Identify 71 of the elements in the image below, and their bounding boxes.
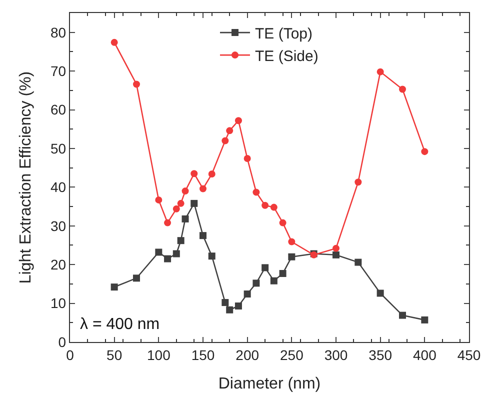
legend-label: TE (Side) bbox=[255, 48, 318, 65]
y-tick-label: 0 bbox=[58, 334, 66, 350]
point bbox=[354, 178, 362, 186]
point bbox=[177, 200, 184, 207]
y-tick-label: 70 bbox=[50, 62, 66, 79]
point bbox=[133, 80, 140, 88]
point bbox=[421, 316, 428, 324]
point bbox=[354, 258, 362, 266]
point bbox=[155, 196, 162, 204]
x-tick-label: 150 bbox=[191, 346, 215, 363]
point bbox=[190, 200, 198, 207]
point bbox=[234, 117, 242, 124]
point bbox=[288, 253, 296, 260]
point bbox=[376, 290, 384, 297]
x-tick-label: 200 bbox=[236, 346, 260, 363]
point bbox=[262, 202, 269, 209]
point bbox=[252, 188, 260, 196]
point bbox=[190, 170, 198, 178]
point bbox=[222, 299, 229, 306]
point bbox=[234, 302, 242, 310]
point bbox=[222, 137, 229, 144]
point bbox=[200, 185, 206, 192]
point bbox=[244, 290, 251, 298]
point bbox=[182, 215, 189, 222]
point bbox=[172, 205, 180, 212]
point bbox=[399, 312, 406, 319]
point bbox=[270, 204, 278, 211]
point bbox=[252, 280, 260, 287]
point bbox=[155, 248, 162, 256]
x-tick-label: 400 bbox=[412, 346, 437, 363]
point bbox=[421, 148, 428, 156]
y-tick-label: 50 bbox=[50, 140, 66, 156]
x-tick-label: 350 bbox=[368, 346, 392, 363]
point bbox=[270, 277, 278, 284]
x-axis-title: Diameter (nm) bbox=[218, 376, 321, 393]
x-tick-label: 100 bbox=[146, 346, 171, 363]
point bbox=[208, 252, 216, 260]
y-tick-label: 20 bbox=[50, 256, 66, 272]
y-tick-label: 40 bbox=[50, 179, 66, 196]
point bbox=[172, 250, 180, 258]
legend-label: TE (Top) bbox=[255, 25, 313, 42]
point bbox=[262, 264, 269, 272]
point bbox=[164, 219, 172, 226]
point bbox=[182, 188, 189, 195]
y-tick-label: 60 bbox=[50, 102, 66, 118]
annotation: λ = 400 nm bbox=[80, 316, 160, 333]
point bbox=[177, 237, 184, 244]
point bbox=[110, 284, 118, 291]
point bbox=[332, 251, 340, 258]
point bbox=[200, 232, 206, 240]
x-tick-label: 450 bbox=[457, 346, 481, 363]
point bbox=[208, 170, 216, 178]
y-tick-label: 80 bbox=[50, 24, 66, 40]
point bbox=[376, 68, 384, 76]
point bbox=[288, 238, 296, 246]
point bbox=[110, 38, 118, 46]
point bbox=[399, 86, 406, 93]
y-tick-label: 10 bbox=[50, 295, 66, 312]
point bbox=[332, 244, 340, 252]
y-tick-label: 30 bbox=[50, 218, 66, 234]
point bbox=[244, 155, 251, 162]
y-axis-title: Light Extraction Efficiency (%) bbox=[17, 71, 34, 284]
point bbox=[164, 255, 172, 262]
point bbox=[279, 270, 286, 277]
x-tick-label: 300 bbox=[324, 346, 348, 363]
x-tick-label: 250 bbox=[280, 346, 304, 363]
point bbox=[279, 219, 286, 226]
point bbox=[226, 306, 234, 314]
x-tick-label: 50 bbox=[106, 346, 122, 363]
point bbox=[133, 274, 140, 282]
point bbox=[226, 127, 234, 134]
